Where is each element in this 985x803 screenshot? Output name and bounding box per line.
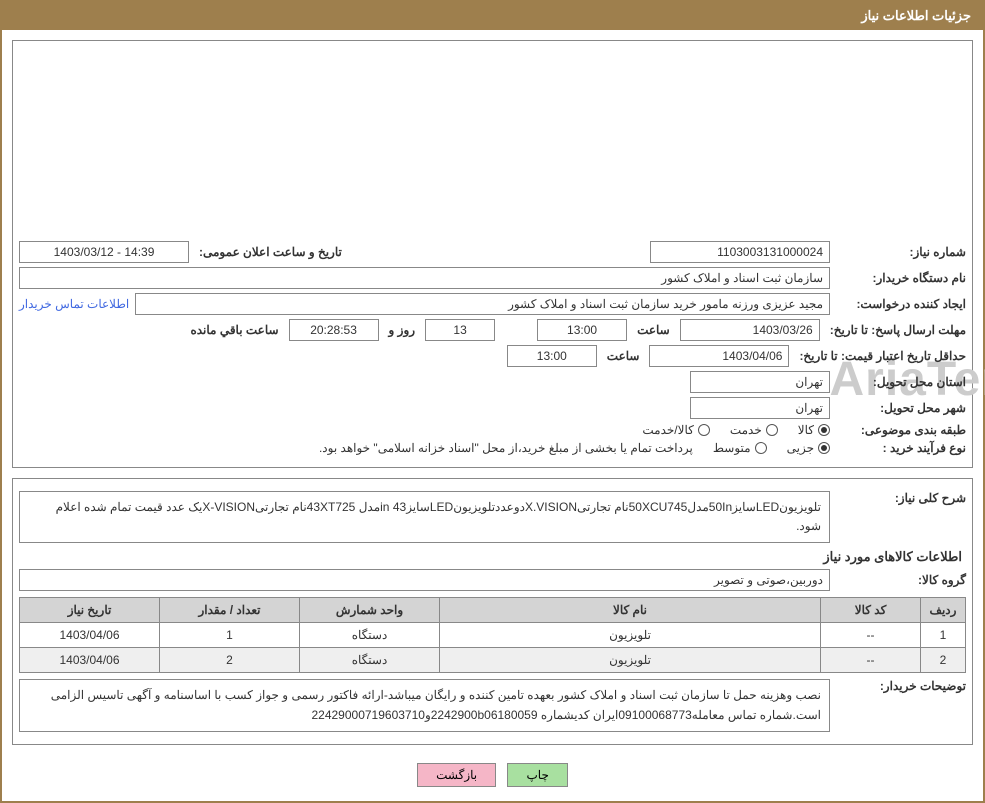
page-wrapper: جزئیات اطلاعات نیاز AriaTender.net شماره… xyxy=(0,0,985,803)
remain-suffix: ساعت باقي مانده xyxy=(186,323,282,337)
category-label: طبقه بندی موضوعی: xyxy=(836,423,966,437)
remain-time: 20:28:53 xyxy=(289,319,379,341)
row-general-desc: شرح کلی نیاز: تلویزیونLEDسایز50Inمدل50XC… xyxy=(19,491,966,543)
row-category: طبقه بندی موضوعی: کالا خدمت کالا/خدمت xyxy=(19,423,966,437)
page-header: جزئیات اطلاعات نیاز xyxy=(2,2,983,30)
process-note: پرداخت تمام یا بخشی از مبلغ خرید،از محل … xyxy=(319,441,693,455)
cell-code: -- xyxy=(821,648,921,673)
items-table: ردیف کد کالا نام کالا واحد شمارش تعداد /… xyxy=(19,597,966,673)
th-name: نام کالا xyxy=(440,598,821,623)
general-desc-value: تلویزیونLEDسایز50Inمدل50XCU745نام تجارتی… xyxy=(19,491,830,543)
creator-value: مجید عزیزی ورزنه مامور خرید سازمان ثبت ا… xyxy=(135,293,830,315)
detail-panel: شرح کلی نیاز: تلویزیونLEDسایز50Inمدل50XC… xyxy=(12,478,973,745)
creator-label: ایجاد کننده درخواست: xyxy=(836,297,966,311)
province-value: تهران xyxy=(690,371,830,393)
deadline-time: 13:00 xyxy=(537,319,627,341)
group-label: گروه کالا: xyxy=(836,573,966,587)
cell-qty: 2 xyxy=(160,648,300,673)
row-need-number: شماره نیاز: 1103003131000024 تاریخ و ساع… xyxy=(19,241,966,263)
validity-date: 1403/04/06 xyxy=(649,345,789,367)
info-panel: AriaTender.net شماره نیاز: 1103003131000… xyxy=(12,40,973,468)
city-value: تهران xyxy=(690,397,830,419)
buyer-note-label: توضیحات خریدار: xyxy=(836,679,966,693)
radio-icon xyxy=(818,424,830,436)
radio-goods-label: کالا xyxy=(798,423,814,437)
radio-goods[interactable]: کالا xyxy=(798,423,830,437)
buyer-note-value: نصب وهزینه حمل تا سازمان ثبت اسناد و امل… xyxy=(19,679,830,731)
radio-small[interactable]: جزیی xyxy=(787,441,830,455)
th-unit: واحد شمارش xyxy=(300,598,440,623)
buyer-contact-link[interactable]: اطلاعات تماس خریدار xyxy=(19,297,129,311)
cell-name: تلویزیون xyxy=(440,648,821,673)
validity-time: 13:00 xyxy=(507,345,597,367)
days-suffix: روز و xyxy=(385,323,420,337)
cell-row: 2 xyxy=(921,648,966,673)
deadline-date: 1403/03/26 xyxy=(680,319,820,341)
time-label-1: ساعت xyxy=(633,323,674,337)
radio-icon xyxy=(698,424,710,436)
items-heading: اطلاعات کالاهای مورد نیاز xyxy=(23,549,962,565)
province-label: استان محل تحویل: xyxy=(836,375,966,389)
button-bar: چاپ بازگشت xyxy=(2,755,983,801)
radio-service-label: خدمت xyxy=(730,423,762,437)
radio-medium[interactable]: متوسط xyxy=(713,441,767,455)
cell-row: 1 xyxy=(921,623,966,648)
cell-qty: 1 xyxy=(160,623,300,648)
radio-icon xyxy=(818,442,830,454)
row-buyer-org: نام دستگاه خریدار: سازمان ثبت اسناد و ام… xyxy=(19,267,966,289)
row-province: استان محل تحویل: تهران xyxy=(19,371,966,393)
announce-value: 14:39 - 1403/03/12 xyxy=(19,241,189,263)
radio-service[interactable]: خدمت xyxy=(730,423,778,437)
row-process: نوع فرآیند خرید : جزیی متوسط پرداخت تمام… xyxy=(19,441,966,455)
table-row: 1 -- تلویزیون دستگاه 1 1403/04/06 xyxy=(20,623,966,648)
row-city: شهر محل تحویل: تهران xyxy=(19,397,966,419)
group-value: دوربین،صوتی و تصویر xyxy=(19,569,830,591)
row-creator: ایجاد کننده درخواست: مجید عزیزی ورزنه ما… xyxy=(19,293,966,315)
days-count: 13 xyxy=(425,319,495,341)
back-button[interactable]: بازگشت xyxy=(417,763,496,787)
radio-icon xyxy=(766,424,778,436)
radio-goods-service-label: کالا/خدمت xyxy=(642,423,693,437)
time-label-2: ساعت xyxy=(603,349,644,363)
th-code: کد کالا xyxy=(821,598,921,623)
need-no-label: شماره نیاز: xyxy=(836,245,966,259)
table-header-row: ردیف کد کالا نام کالا واحد شمارش تعداد /… xyxy=(20,598,966,623)
radio-icon xyxy=(755,442,767,454)
th-qty: تعداد / مقدار xyxy=(160,598,300,623)
buyer-org-value: سازمان ثبت اسناد و املاک کشور xyxy=(19,267,830,289)
announce-label: تاریخ و ساعت اعلان عمومی: xyxy=(195,245,346,259)
cell-date: 1403/04/06 xyxy=(20,623,160,648)
th-date: تاریخ نیاز xyxy=(20,598,160,623)
radio-small-label: جزیی xyxy=(787,441,814,455)
validity-label: حداقل تاریخ اعتبار قیمت: تا تاریخ: xyxy=(795,349,966,363)
cell-unit: دستگاه xyxy=(300,623,440,648)
radio-goods-service[interactable]: کالا/خدمت xyxy=(642,423,709,437)
print-button[interactable]: چاپ xyxy=(507,763,567,787)
radio-medium-label: متوسط xyxy=(713,441,751,455)
buyer-org-label: نام دستگاه خریدار: xyxy=(836,271,966,285)
row-deadline: مهلت ارسال پاسخ: تا تاریخ: 1403/03/26 سا… xyxy=(19,319,966,341)
cell-unit: دستگاه xyxy=(300,648,440,673)
general-desc-label: شرح کلی نیاز: xyxy=(836,491,966,505)
row-group: گروه کالا: دوربین،صوتی و تصویر xyxy=(19,569,966,591)
need-no-value: 1103003131000024 xyxy=(650,241,830,263)
table-row: 2 -- تلویزیون دستگاه 2 1403/04/06 xyxy=(20,648,966,673)
row-buyer-note: توضیحات خریدار: نصب وهزینه حمل تا سازمان… xyxy=(19,679,966,731)
city-label: شهر محل تحویل: xyxy=(836,401,966,415)
cell-code: -- xyxy=(821,623,921,648)
cell-date: 1403/04/06 xyxy=(20,648,160,673)
row-validity: حداقل تاریخ اعتبار قیمت: تا تاریخ: 1403/… xyxy=(19,345,966,367)
page-title: جزئیات اطلاعات نیاز xyxy=(861,8,971,23)
cell-name: تلویزیون xyxy=(440,623,821,648)
deadline-label: مهلت ارسال پاسخ: تا تاریخ: xyxy=(826,323,966,337)
th-row: ردیف xyxy=(921,598,966,623)
process-label: نوع فرآیند خرید : xyxy=(836,441,966,455)
